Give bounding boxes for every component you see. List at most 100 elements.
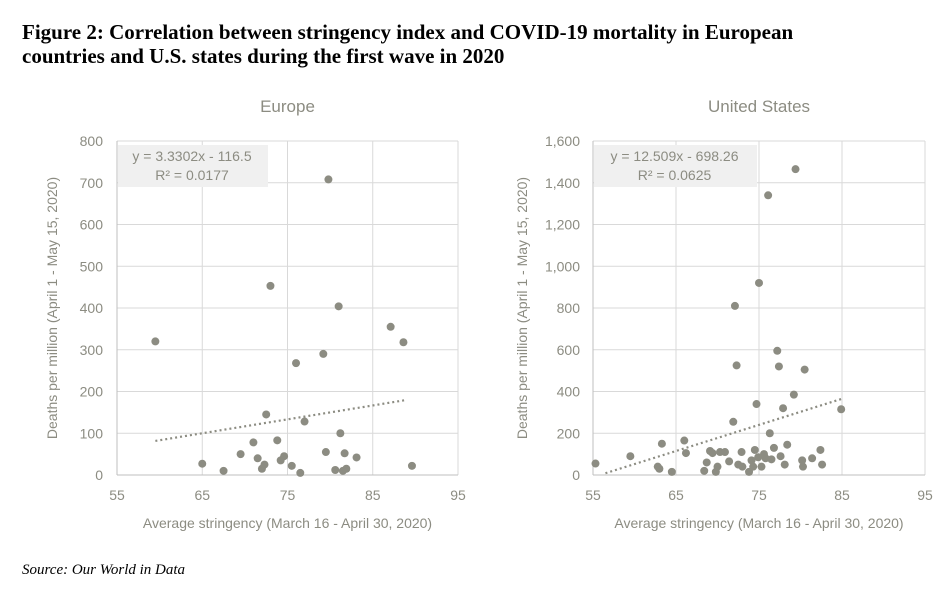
- us-data-point: [780, 460, 789, 469]
- us-y-tick-label: 1,000: [545, 258, 580, 274]
- europe-data-point: [287, 461, 296, 470]
- europe-data-point: [319, 349, 328, 358]
- europe-r-squared: R² = 0.0177: [155, 167, 229, 183]
- europe-data-point: [324, 175, 333, 184]
- us-y-tick-label: 1,600: [545, 133, 580, 149]
- us-data-point: [752, 400, 761, 409]
- us-data-point: [779, 404, 788, 413]
- us-data-point: [747, 456, 756, 465]
- us-data-point: [789, 390, 798, 399]
- europe-x-tick-label: 95: [450, 487, 466, 503]
- us-y-tick-label: 1,400: [545, 175, 580, 191]
- europe-y-axis-label: Deaths per million (April 1 - May 15, 20…: [44, 177, 60, 439]
- europe-y-tick-label: 800: [80, 133, 104, 149]
- us-data-point: [729, 417, 738, 426]
- us-data-point: [767, 455, 776, 464]
- europe-data-point: [321, 448, 330, 457]
- us-y-tick-label: 600: [557, 342, 581, 358]
- us-data-point: [737, 448, 746, 457]
- europe-data-point: [334, 302, 343, 311]
- us-chart-title: United States: [708, 97, 810, 116]
- us-data-point: [700, 466, 709, 475]
- europe-y-tick-label: 700: [80, 175, 104, 191]
- us-data-point: [764, 191, 773, 200]
- europe-data-point: [236, 450, 245, 459]
- us-x-tick-label: 55: [585, 487, 601, 503]
- europe-x-tick-label: 65: [194, 487, 210, 503]
- us-x-tick-label: 95: [917, 487, 933, 503]
- europe-data-point: [151, 337, 160, 346]
- europe-y-tick-label: 600: [80, 217, 104, 233]
- us-data-point: [738, 462, 747, 471]
- europe-data-point: [266, 281, 275, 290]
- us-data-point: [757, 462, 766, 471]
- us-data-point: [725, 457, 734, 466]
- europe-data-point: [198, 459, 207, 468]
- us-data-point: [765, 429, 774, 438]
- europe-data-point: [273, 436, 282, 445]
- europe-y-tick-label: 0: [95, 467, 103, 483]
- us-data-point: [730, 301, 739, 310]
- us-x-axis-label: Average stringency (March 16 - April 30,…: [614, 515, 903, 531]
- us-data-point: [681, 449, 690, 458]
- us-data-point: [808, 454, 817, 463]
- us-data-point: [702, 458, 711, 467]
- europe-data-point: [280, 452, 289, 461]
- us-trendline: [605, 397, 843, 475]
- europe-x-tick-label: 75: [280, 487, 296, 503]
- us-data-point: [720, 448, 729, 457]
- us-data-point: [791, 165, 800, 174]
- europe-data-point: [331, 465, 340, 474]
- us-y-tick-label: 200: [557, 425, 581, 441]
- us-data-point: [750, 445, 759, 454]
- us-equation-box: [594, 145, 757, 187]
- europe-equation-box: [118, 145, 268, 187]
- europe-x-tick-label: 55: [109, 487, 125, 503]
- europe-y-tick-label: 100: [80, 425, 104, 441]
- figure-title-line-1: Figure 2: Correlation between stringency…: [22, 20, 794, 44]
- us-data-point: [818, 460, 827, 469]
- europe-trendline: [155, 398, 408, 442]
- us-y-axis-label: Deaths per million (April 1 - May 15, 20…: [514, 177, 530, 439]
- europe-data-point: [260, 460, 269, 469]
- europe-data-point: [386, 322, 395, 331]
- us-data-point: [837, 405, 846, 414]
- us-data-point: [776, 452, 785, 461]
- us-y-tick-label: 0: [572, 467, 580, 483]
- us-y-tick-label: 800: [557, 300, 581, 316]
- europe-data-point: [262, 410, 271, 419]
- europe-equation: y = 3.3302x - 116.5: [132, 148, 251, 164]
- europe-data-point: [300, 417, 309, 426]
- us-x-tick-label: 75: [751, 487, 767, 503]
- us-data-point: [773, 346, 782, 355]
- figure-title-line-2: countries and U.S. states during the fir…: [22, 44, 505, 68]
- europe-data-point: [340, 449, 349, 458]
- us-data-point: [713, 462, 722, 471]
- europe-y-tick-label: 500: [80, 258, 104, 274]
- us-data-point: [749, 462, 758, 471]
- europe-data-point: [253, 454, 262, 463]
- europe-data-point: [249, 438, 258, 447]
- europe-data-point: [407, 461, 416, 470]
- us-data-point: [667, 467, 676, 476]
- europe-chart-title: Europe: [260, 97, 315, 116]
- us-data-point: [774, 362, 783, 371]
- europe-data-point: [296, 468, 305, 477]
- europe-y-tick-label: 200: [80, 384, 104, 400]
- us-data-point: [657, 439, 666, 448]
- us-data-point: [798, 462, 807, 471]
- europe-data-point: [336, 429, 345, 438]
- us-data-point: [680, 436, 689, 445]
- us-data-point: [755, 278, 763, 287]
- us-y-tick-label: 1,200: [545, 217, 580, 233]
- us-data-point: [626, 452, 635, 461]
- europe-data-point: [342, 464, 351, 473]
- figure-title: Figure 2: Correlation between stringency…: [22, 20, 942, 68]
- europe-x-axis-label: Average stringency (March 16 - April 30,…: [143, 515, 432, 531]
- us-data-point: [655, 464, 664, 473]
- europe-data-point: [352, 453, 361, 462]
- us-x-tick-label: 65: [668, 487, 684, 503]
- us-data-point: [798, 456, 807, 465]
- us-data-point: [783, 440, 792, 449]
